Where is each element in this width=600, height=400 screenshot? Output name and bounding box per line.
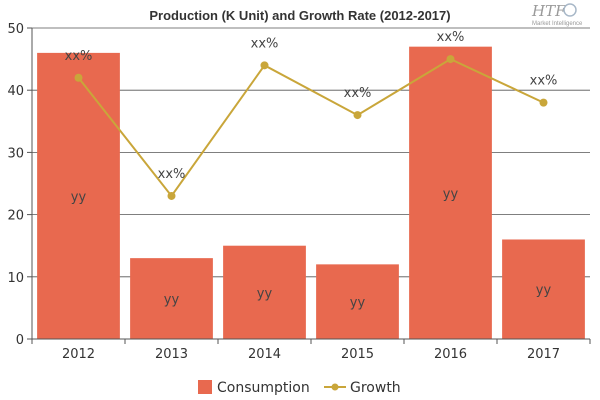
- growth-point-2017: [539, 98, 548, 107]
- y-tick-label: 50: [7, 22, 24, 37]
- line-data-label: xx%: [530, 74, 558, 89]
- y-tick-label: 20: [7, 209, 24, 224]
- bar-labels: yy yy yy yy yy yy: [71, 187, 552, 311]
- y-axis: 0 10 20 30 40 50: [7, 22, 33, 348]
- bar-data-label: yy: [443, 187, 459, 202]
- x-tick-label: 2014: [248, 347, 281, 362]
- growth-line-path: [77, 57, 544, 198]
- globe-icon: [563, 3, 577, 17]
- x-tick-label: 2015: [341, 347, 374, 362]
- bars: [37, 46, 585, 339]
- line-data-label: xx%: [437, 30, 465, 45]
- bar-2015: [316, 264, 399, 339]
- bar-2016: [409, 46, 492, 339]
- legend-label-growth: Growth: [350, 380, 401, 396]
- y-tick-label: 30: [7, 146, 24, 161]
- line-labels: xx% xx% xx% xx% xx% xx%: [65, 30, 558, 182]
- logo: HTF Market Intelligence: [531, 2, 583, 27]
- growth-point-2012: [74, 73, 83, 82]
- legend-swatch-consumption: [198, 380, 212, 394]
- x-tick-label: 2017: [527, 347, 560, 362]
- line-data-label: xx%: [344, 86, 372, 101]
- x-axis: 2012 2013 2014 2015 2016 2017: [31, 338, 591, 362]
- growth-point-2016: [446, 55, 455, 64]
- bar-data-label: yy: [257, 286, 273, 301]
- x-tick-label: 2012: [62, 347, 95, 362]
- bar-2013: [130, 258, 213, 339]
- y-tick-label: 10: [7, 271, 24, 286]
- growth-point-2013: [167, 191, 176, 200]
- line-data-label: xx%: [251, 36, 279, 51]
- legend-label-consumption: Consumption: [217, 380, 310, 396]
- growth-point-2015: [353, 111, 362, 120]
- bar-data-label: yy: [350, 296, 366, 311]
- bar-2012: [37, 52, 120, 339]
- line-data-label: xx%: [158, 167, 186, 182]
- bar-data-label: yy: [71, 190, 87, 205]
- y-tick-label: 40: [7, 84, 24, 99]
- logo-subtext: Market Intelligence: [532, 21, 583, 27]
- chart-title: Production (K Unit) and Growth Rate (201…: [149, 8, 450, 23]
- logo-text: HTF: [531, 2, 566, 20]
- growth-point-2014: [260, 61, 269, 70]
- bar-2014: [223, 245, 306, 339]
- line-data-label: xx%: [65, 49, 93, 64]
- legend: Consumption Growth: [198, 380, 401, 396]
- bar-data-label: yy: [164, 293, 180, 308]
- x-tick-label: 2016: [434, 347, 467, 362]
- y-tick-label: 0: [16, 333, 24, 348]
- legend-swatch-growth-marker: [331, 383, 339, 391]
- growth-line: [74, 55, 548, 200]
- grid: [32, 27, 590, 278]
- bar-2017: [502, 239, 585, 339]
- x-tick-label: 2013: [155, 347, 188, 362]
- bar-data-label: yy: [536, 283, 552, 298]
